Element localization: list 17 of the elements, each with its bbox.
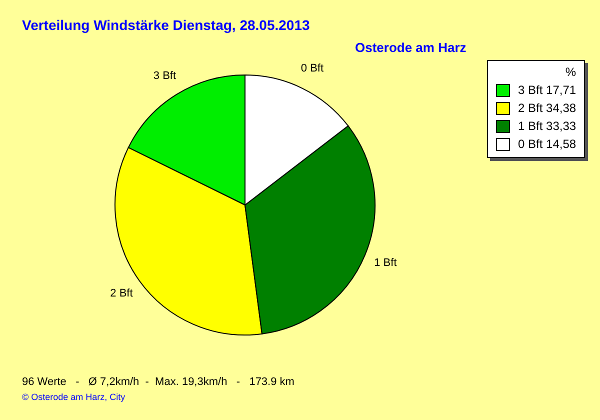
legend-label: 0 Bft bbox=[518, 137, 543, 151]
data-label: 34,38 bbox=[545, 101, 576, 115]
data-label: 17,71 bbox=[545, 83, 576, 97]
data-label: 14,58 bbox=[545, 137, 576, 151]
slice-label: 2 Bft bbox=[110, 288, 133, 300]
text: 96 Werte - Ø 7,2km/h - Max. 19,3km/h - 173.9 km bbox=[22, 376, 294, 388]
legend-label: 2 Bft bbox=[518, 101, 543, 115]
legend-label: 1 Bft bbox=[518, 119, 543, 133]
chart-subtitle: Osterode am Harz bbox=[355, 40, 466, 55]
text: © Osterode am Harz, City bbox=[22, 392, 126, 402]
legend-label: 3 Bft bbox=[518, 83, 543, 97]
legend-title: % bbox=[564, 65, 576, 79]
slice-label: 0 Bft bbox=[300, 62, 324, 75]
chart-title: Verteilung Windstärke Dienstag, 28.05.2013 bbox=[22, 17, 310, 33]
slice-label: 3 Bft bbox=[153, 70, 176, 82]
slice-label: 1 Bft bbox=[374, 257, 397, 270]
data-label: 33,33 bbox=[545, 119, 576, 133]
